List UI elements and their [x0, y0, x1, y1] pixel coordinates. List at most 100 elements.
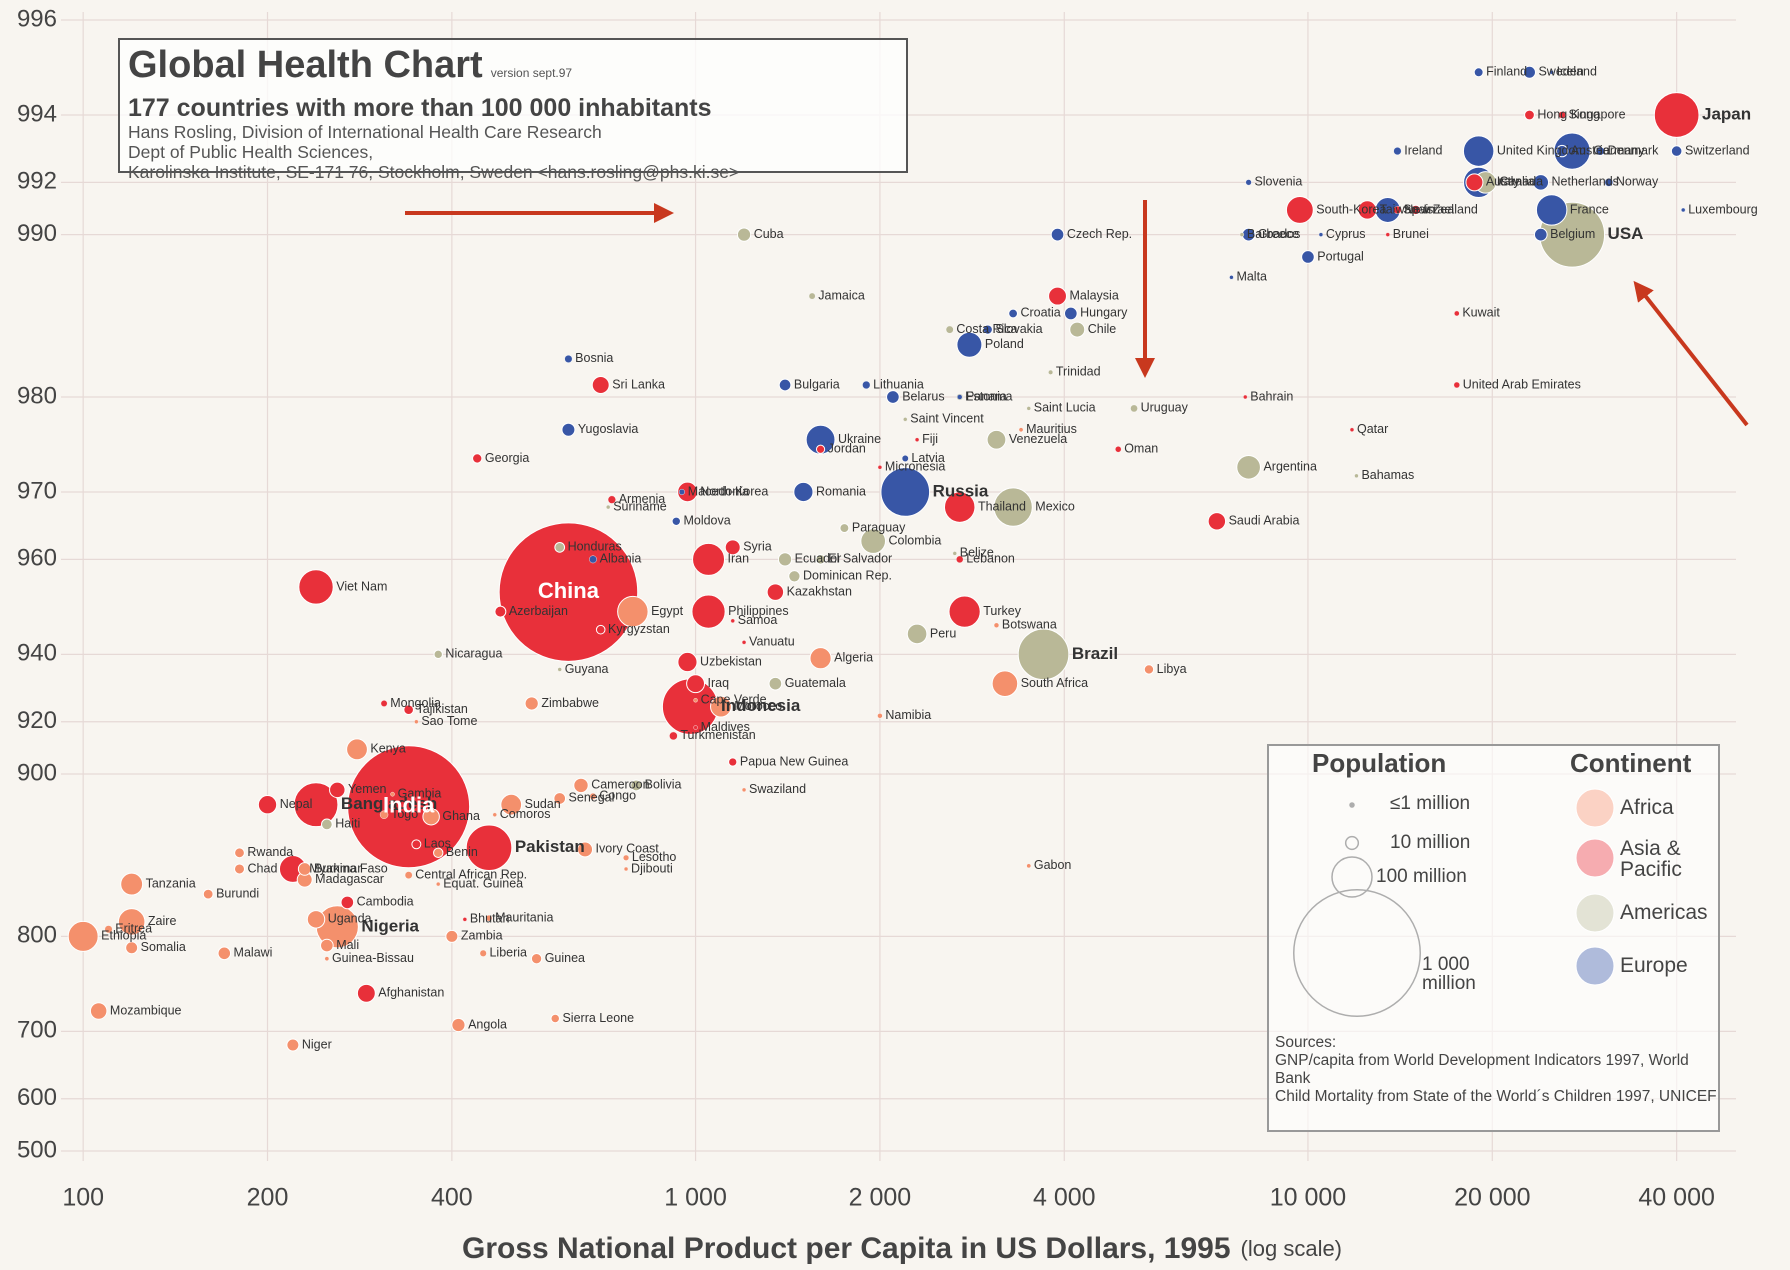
country-label: Brazil [1072, 644, 1118, 663]
country-label: Slovakia [995, 322, 1042, 336]
bubble [815, 444, 826, 454]
country-label: Equat. Guinea [443, 876, 523, 890]
bubble [451, 1017, 466, 1033]
country-label: Iran [728, 552, 750, 566]
bubble [991, 670, 1019, 697]
title-line: Global Health Chart version sept.97 [128, 44, 898, 94]
bubble [1357, 200, 1377, 220]
bubble [492, 812, 497, 817]
country-label: Colombia [889, 533, 942, 547]
bubble [605, 504, 611, 510]
country-label: Laos [424, 837, 451, 851]
bubble [957, 394, 963, 400]
bubble [623, 866, 629, 872]
country-label: Hong Kong [1537, 107, 1600, 121]
legend-label: Americas [1620, 901, 1708, 924]
bubble [778, 378, 792, 392]
credit: Dept of Public Health Sciences, [128, 142, 374, 162]
country-label: Vanuatu [749, 635, 795, 649]
country-label: Netherlands [1552, 175, 1619, 189]
country-label: Cuba [754, 227, 784, 241]
country-label: Senegal [569, 791, 615, 805]
country-label: Suriname [613, 499, 667, 513]
y-tick-label: 940 [17, 640, 57, 667]
country-label: Israel [1423, 202, 1454, 216]
country-label: Bangladesh [341, 794, 437, 813]
country-label: Botswana [1002, 618, 1057, 632]
x-tick-label: 10 000 [1270, 1184, 1346, 1212]
country-label: New Zealand [1404, 202, 1478, 216]
x-tick-label: 200 [247, 1184, 289, 1212]
bubble [557, 667, 562, 672]
bubble [414, 719, 419, 724]
x-axis-title: Gross National Product per Capita in US … [462, 1232, 1342, 1265]
country-label: Congo [599, 789, 636, 803]
country-label: Saint Lucia [1034, 401, 1096, 415]
country-label: Brunei [1393, 227, 1429, 241]
bubble [1453, 381, 1460, 389]
bubble [630, 779, 643, 792]
country-label: Yemen [348, 782, 387, 796]
legend-box [1267, 744, 1720, 1132]
bubble [1285, 196, 1314, 224]
country-label: Guyana [565, 662, 609, 676]
bubble [1017, 628, 1070, 681]
country-label: China [538, 578, 600, 603]
bubble [1465, 173, 1484, 192]
bubble [945, 325, 954, 334]
bubble [766, 583, 785, 601]
size-legend-label: 100 million [1376, 866, 1467, 887]
country-label: Mongolia [390, 696, 441, 710]
country-label: Sri Lanka [612, 377, 665, 391]
country-label: Greece [1258, 227, 1299, 241]
bubble [952, 551, 957, 556]
country-label: Switzerland [1685, 143, 1750, 157]
country-label: Ivory Coast [596, 842, 660, 856]
bubble [1393, 205, 1402, 214]
country-label: Turkey [983, 604, 1021, 618]
y-tick-label: 900 [17, 759, 57, 786]
bubble [906, 623, 928, 645]
bubble [678, 488, 685, 496]
country-label: Afghanistan [378, 986, 444, 1000]
country-label: Peru [930, 626, 956, 640]
country-label: Bulgaria [794, 377, 840, 391]
bubble [1245, 179, 1252, 186]
bubble [948, 595, 981, 628]
country-label: Paraguay [852, 520, 906, 534]
bubble [877, 713, 883, 719]
bubble [1595, 146, 1606, 157]
bubble [320, 938, 334, 953]
bubble [741, 787, 747, 793]
y-tick-label: 800 [17, 922, 57, 949]
country-label: Madagascar [315, 872, 384, 886]
legend-label: Africa [1620, 796, 1674, 819]
country-label: USA [1608, 224, 1644, 243]
bubble [1048, 369, 1054, 375]
bubble [589, 555, 597, 564]
country-label: Cyprus [1326, 227, 1366, 241]
country-label: Rwanda [247, 845, 293, 859]
bubble [1318, 232, 1324, 237]
bubble [553, 792, 567, 805]
country-label: Costa Rica [956, 322, 1017, 336]
country-label: Ireland [1404, 143, 1442, 157]
x-tick-label: 4 000 [1033, 1184, 1096, 1212]
country-label: Albania [600, 552, 642, 566]
bubble [494, 605, 507, 618]
bubble [380, 700, 388, 707]
bubble [340, 895, 355, 910]
country-label: Dominican Rep. [803, 569, 892, 583]
country-label: Panama [966, 389, 1013, 403]
country-label: Kyrgyzstan [608, 622, 670, 636]
source-line: Sources: [1275, 1034, 1337, 1051]
bubble [1239, 232, 1245, 237]
country-labels: Libya Gabon Botswana South Africa Namibia Mau… [101, 65, 1758, 1052]
bubble [1115, 446, 1122, 453]
bubble [1524, 109, 1535, 121]
bubble [306, 910, 326, 929]
bubble [436, 881, 441, 887]
bubble [297, 862, 312, 876]
country-label: Yugoslavia [578, 422, 639, 436]
